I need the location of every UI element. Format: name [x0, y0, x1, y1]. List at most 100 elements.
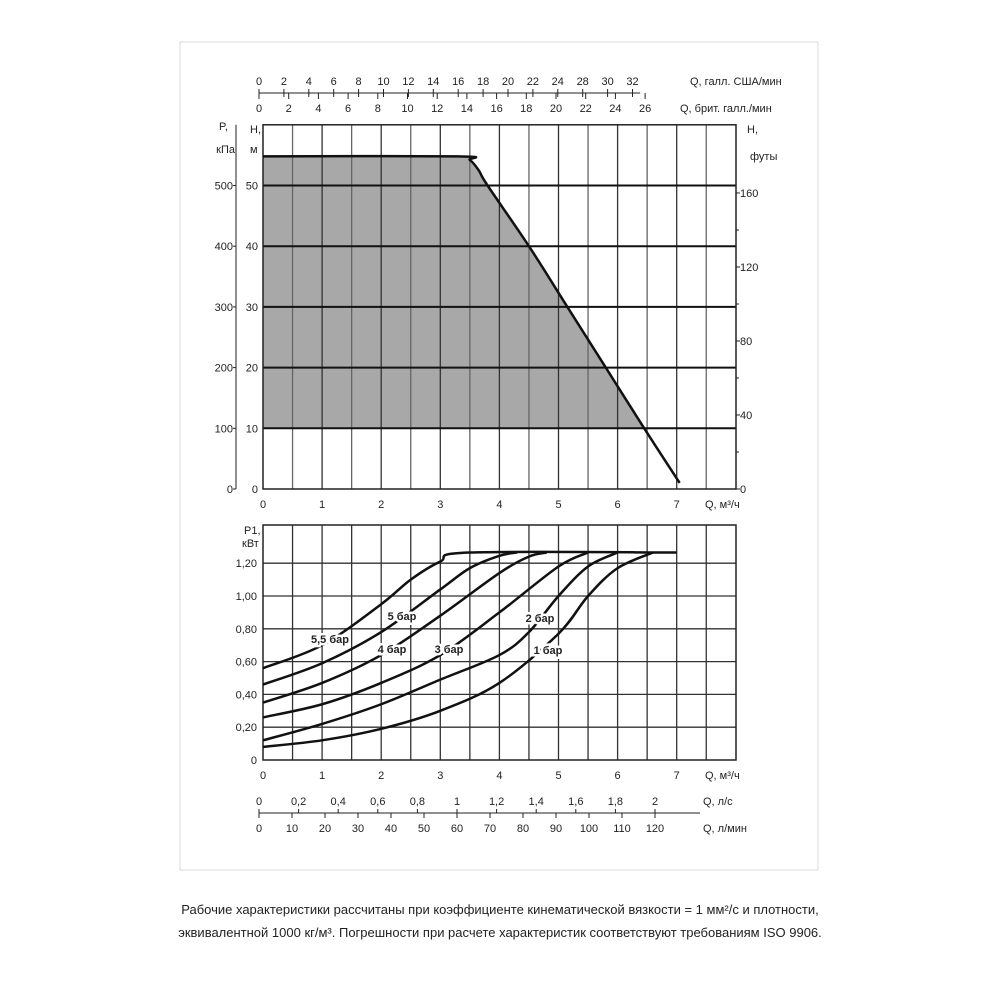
h-tick-label: 0 [252, 484, 258, 496]
us-gallon-tick-label: 4 [306, 76, 312, 88]
brit-gallon-tick-label: 24 [609, 103, 621, 115]
us-gallon-tick-label: 12 [402, 76, 414, 88]
us-gallon-axis-label: Q, галл. США/мин [690, 76, 782, 88]
power-curve-3 [262, 551, 547, 704]
brit-gallon-axis-label: Q, брит. галл./мин [680, 103, 772, 115]
x-tick-label: 4 [496, 770, 502, 782]
lmin-tick-label: 30 [352, 823, 364, 835]
us-gallon-tick-label: 18 [477, 76, 489, 88]
curve-label: 3 бар [435, 644, 464, 656]
ls-tick-label: 0,6 [370, 796, 385, 808]
lmin-axis-label: Q, л/мин [703, 823, 747, 835]
pressure-tick-label: 300 [215, 302, 233, 314]
pressure-axis-label: P, [219, 121, 228, 133]
brit-gallon-tick-label: 14 [461, 103, 473, 115]
curve-label: 5,5 бар [311, 634, 349, 646]
ls-tick-label: 1,6 [568, 796, 583, 808]
ls-tick-label: 2 [652, 796, 658, 808]
us-gallon-tick-label: 22 [527, 76, 539, 88]
us-gallon-tick-label: 2 [281, 76, 287, 88]
power-tick-label: 0,80 [236, 624, 257, 636]
ls-tick-label: 1,2 [489, 796, 504, 808]
pressure-tick-label: 400 [215, 241, 233, 253]
us-gallon-tick-label: 16 [452, 76, 464, 88]
brit-gallon-tick-label: 16 [490, 103, 502, 115]
x-tick-label: 3 [437, 499, 443, 511]
us-gallon-tick-label: 6 [331, 76, 337, 88]
ls-tick-label: 1 [454, 796, 460, 808]
power-tick-label: 1,00 [236, 591, 257, 603]
power-tick-label: 0,60 [236, 657, 257, 669]
brit-gallon-tick-label: 2 [286, 103, 292, 115]
h-axis-label: H, [250, 124, 261, 136]
x-tick-label: 7 [674, 499, 680, 511]
x-tick-label: 2 [378, 770, 384, 782]
brit-gallon-tick-label: 0 [256, 103, 262, 115]
plot-frame [262, 524, 737, 761]
power-axis-unit: кВт [242, 538, 259, 550]
pressure-axis-unit: кПа [216, 144, 236, 156]
feet-tick-label: 0 [740, 484, 746, 496]
ls-tick-label: 1,4 [529, 796, 544, 808]
power-curve-4 [262, 551, 589, 719]
power-tick-label: 0 [251, 755, 257, 767]
ls-tick-label: 1,8 [608, 796, 623, 808]
x-axis-label: Q, м³/ч [705, 770, 740, 782]
lmin-tick-label: 90 [550, 823, 562, 835]
brit-gallon-tick-label: 10 [401, 103, 413, 115]
us-gallon-tick-label: 14 [427, 76, 439, 88]
power-tick-label: 0,20 [236, 722, 257, 734]
head-chart: 0 2 4 6 8 10 12 14 16 18 20 22 24 28 30 32 Q, галл. США/… [215, 76, 782, 511]
x-tick-label: 7 [674, 770, 680, 782]
h-tick-label: 50 [246, 181, 258, 193]
head-curve [262, 154, 681, 484]
lmin-tick-label: 100 [580, 823, 598, 835]
us-gallon-tick-label: 20 [502, 76, 514, 88]
h-tick-label: 10 [246, 423, 258, 435]
operating-area [263, 156, 645, 429]
brit-gallon-tick-label: 22 [580, 103, 592, 115]
pressure-tick-label: 0 [227, 484, 233, 496]
power-tick-label: 0,40 [236, 689, 257, 701]
lmin-tick-label: 10 [286, 823, 298, 835]
lmin-tick-label: 0 [256, 823, 262, 835]
brit-gallon-tick-label: 6 [345, 103, 351, 115]
x-tick-label: 5 [555, 770, 561, 782]
power-curve-2 [262, 551, 518, 686]
lmin-tick-label: 40 [385, 823, 397, 835]
x-tick-label: 5 [555, 499, 561, 511]
footnote-line-1: Рабочие характеристики рассчитаны при ко… [181, 902, 819, 917]
ls-tick-label: 0,8 [410, 796, 425, 808]
lmin-tick-label: 50 [418, 823, 430, 835]
us-gallon-tick-label: 32 [626, 76, 638, 88]
us-gallon-tick-label: 0 [256, 76, 262, 88]
x-tick-label: 0 [260, 770, 266, 782]
lmin-tick-label: 20 [319, 823, 331, 835]
feet-tick-label: 40 [740, 410, 752, 422]
lmin-tick-label: 60 [451, 823, 463, 835]
brit-gallon-tick-label: 4 [315, 103, 321, 115]
plot-frame [262, 124, 737, 490]
us-gallon-tick-label: 8 [356, 76, 362, 88]
power-axis-label: P1, [244, 525, 261, 537]
curve-label: 5 бар [388, 611, 417, 623]
us-gallon-tick-label: 28 [577, 76, 589, 88]
curve-label: 1 бар [534, 645, 563, 657]
h-tick-label: 40 [246, 241, 258, 253]
ls-axis-label: Q, л/с [703, 796, 733, 808]
power-curve-6 [262, 551, 654, 749]
x-tick-label: 3 [437, 770, 443, 782]
h-axis-unit: м [250, 144, 258, 156]
us-gallon-tick-label: 10 [377, 76, 389, 88]
brit-gallon-tick-label: 26 [639, 103, 651, 115]
curve-label: 2 бар [526, 613, 555, 625]
curve-label: 4 бар [378, 644, 407, 656]
power-curve-5 [262, 551, 619, 742]
x-tick-label: 2 [378, 499, 384, 511]
lmin-tick-label: 70 [484, 823, 496, 835]
brit-gallon-tick-label: 20 [550, 103, 562, 115]
x-axis-label: Q, м³/ч [705, 499, 740, 511]
feet-tick-label: 160 [740, 188, 758, 200]
x-tick-label: 1 [319, 770, 325, 782]
